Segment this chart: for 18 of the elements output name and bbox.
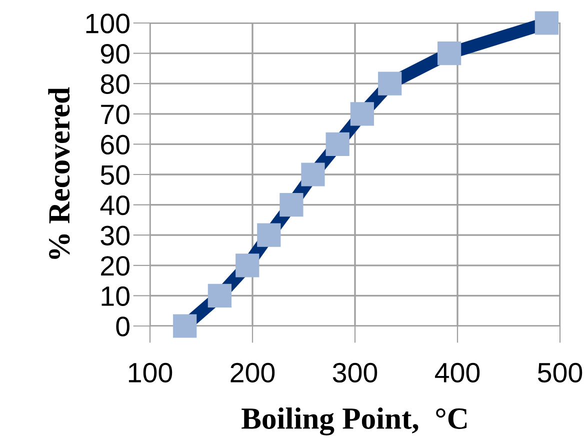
x-tick-label: 200: [230, 362, 275, 383]
y-tick-label: 100: [86, 14, 130, 34]
x-tick-label: 400: [434, 362, 480, 383]
y-tick-label: 50: [100, 165, 130, 185]
y-tick-label: 30: [100, 226, 130, 246]
y-tick-label: 10: [102, 286, 130, 306]
y-axis-title: % Recovered: [48, 87, 70, 259]
x-axis-title: Boiling Point, °C: [242, 407, 467, 436]
y-tick-label: 20: [101, 256, 130, 276]
y-tick-label: 40: [100, 195, 130, 216]
x-tick-label: 300: [332, 362, 378, 383]
y-tick-label: 80: [100, 74, 130, 94]
x-tick-label: 500: [538, 362, 582, 383]
y-tick-label: 70: [101, 104, 130, 124]
x-tick-label: 100: [128, 362, 172, 383]
y-tick-label: 0: [116, 316, 130, 336]
y-tick-label: 60: [101, 134, 130, 155]
y-tick-label: 90: [100, 44, 130, 64]
